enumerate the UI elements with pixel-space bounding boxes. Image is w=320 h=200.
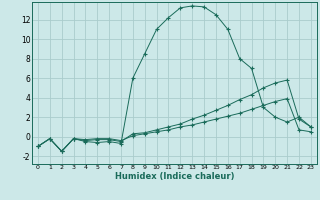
X-axis label: Humidex (Indice chaleur): Humidex (Indice chaleur) [115, 172, 234, 181]
